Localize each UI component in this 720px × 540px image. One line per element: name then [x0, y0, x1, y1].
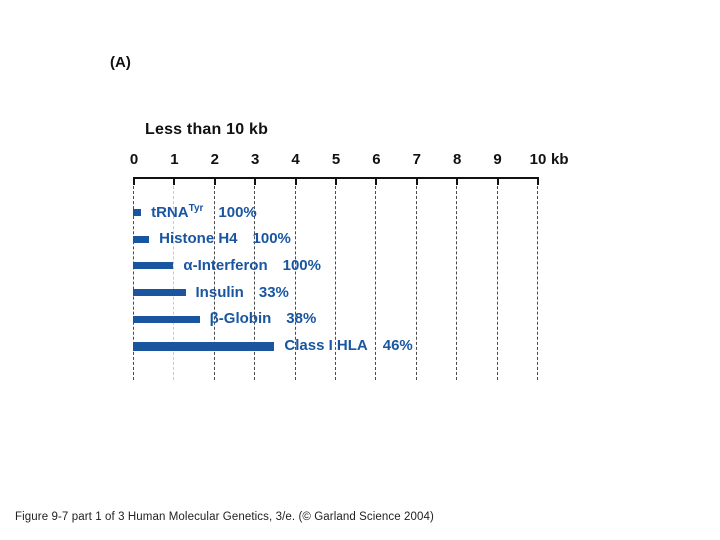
- x-tick-label: 3: [251, 151, 260, 168]
- x-tick-mark: [375, 179, 378, 185]
- x-axis-unit-label: kb: [551, 151, 569, 168]
- gene-bar: [133, 341, 275, 351]
- x-tick-label: 4: [291, 151, 300, 168]
- gene-name: β-Globin: [209, 310, 272, 328]
- x-tick-label: 5: [331, 151, 341, 168]
- gene-name: Class I HLA: [284, 337, 368, 354]
- gridline: [496, 186, 498, 380]
- x-tick-label: 6: [372, 151, 381, 168]
- gene-name: tRNA: [151, 203, 189, 221]
- x-tick-label: 10: [529, 151, 547, 168]
- gene-name: Insulin: [195, 283, 244, 301]
- x-tick-mark: [213, 179, 216, 185]
- x-tick-mark: [335, 179, 337, 185]
- gene-name: Histone H4: [159, 230, 238, 248]
- x-tick-mark: [456, 179, 459, 185]
- gene-label: Histone H4 100%: [159, 229, 291, 249]
- gridline: [173, 186, 175, 380]
- x-tick-label: 1: [170, 151, 179, 168]
- gene-bar: [133, 235, 150, 243]
- gene-label: Class I HLA 46%: [284, 336, 412, 356]
- gridline: [537, 186, 538, 380]
- gene-coding-percent: 100%: [282, 256, 321, 274]
- gene-bar: [133, 289, 186, 297]
- x-tick-mark: [254, 179, 257, 185]
- gene-bar: [133, 209, 142, 216]
- x-tick-label: 2: [210, 151, 219, 168]
- gridline: [335, 186, 336, 380]
- x-tick-label: 9: [493, 151, 502, 168]
- gene-name: α-Interferon: [183, 256, 268, 274]
- gene-label: tRNATyr 100%: [151, 203, 257, 223]
- x-tick-mark: [133, 179, 135, 185]
- gene-label: α-Interferon 100%: [183, 256, 321, 276]
- gridline: [294, 186, 296, 380]
- x-tick-mark: [537, 179, 539, 185]
- chart-title: Less than 10 kb: [145, 121, 269, 138]
- panel-label: (A): [110, 54, 131, 71]
- gene-name-superscript: Tyr: [188, 202, 204, 214]
- x-tick-label: 0: [129, 151, 139, 168]
- gridline: [254, 186, 256, 380]
- gene-coding-percent: 100%: [218, 203, 257, 221]
- x-tick-mark: [496, 179, 499, 185]
- gridline: [213, 186, 215, 380]
- gene-label: β-Globin 38%: [210, 309, 317, 329]
- gridline: [415, 186, 417, 380]
- x-tick-label: 7: [412, 151, 421, 168]
- x-tick-mark: [294, 179, 297, 185]
- gene-coding-percent: 46%: [382, 337, 413, 354]
- x-axis-line: [133, 177, 539, 179]
- x-tick-mark: [415, 179, 418, 185]
- gene-bar: [133, 315, 200, 323]
- gene-bar: [133, 262, 174, 270]
- gridline: [375, 186, 377, 380]
- gridline: [456, 186, 458, 380]
- figure-caption: Figure 9-7 part 1 of 3 Human Molecular G…: [15, 511, 434, 523]
- gridline: [133, 186, 134, 380]
- gene-coding-percent: 38%: [286, 310, 317, 328]
- gene-label: Insulin 33%: [196, 283, 289, 303]
- gene-coding-percent: 33%: [258, 283, 289, 301]
- gene-coding-percent: 100%: [252, 230, 291, 248]
- x-tick-mark: [173, 179, 176, 185]
- x-tick-label: 8: [453, 151, 462, 168]
